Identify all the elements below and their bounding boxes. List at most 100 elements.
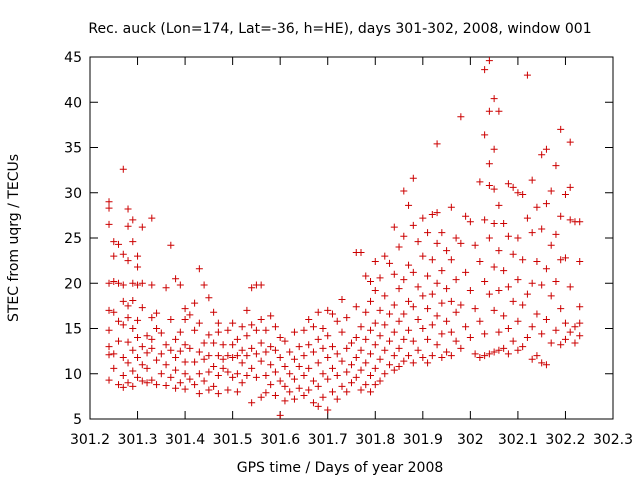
data-point bbox=[547, 187, 555, 195]
data-point bbox=[457, 301, 465, 309]
data-point bbox=[367, 372, 375, 380]
data-point bbox=[110, 364, 118, 372]
data-point bbox=[390, 223, 398, 231]
data-point bbox=[205, 386, 213, 394]
y-axis-label: STEC from uqrg / TECUs bbox=[6, 154, 22, 322]
data-point bbox=[476, 317, 484, 325]
data-point bbox=[110, 308, 118, 316]
data-point bbox=[200, 281, 208, 289]
data-point bbox=[348, 339, 355, 347]
data-point bbox=[552, 230, 560, 238]
data-point bbox=[115, 317, 123, 325]
data-point bbox=[319, 370, 327, 378]
data-point bbox=[181, 305, 189, 313]
data-point bbox=[124, 314, 132, 322]
data-point bbox=[561, 191, 569, 199]
data-point bbox=[262, 389, 270, 397]
data-point bbox=[424, 359, 432, 367]
data-point bbox=[566, 138, 574, 146]
data-point bbox=[490, 348, 498, 356]
data-point bbox=[115, 337, 123, 345]
data-point bbox=[305, 341, 313, 349]
data-point bbox=[276, 353, 284, 361]
data-point bbox=[119, 165, 127, 173]
data-point bbox=[376, 355, 384, 363]
data-point bbox=[229, 373, 237, 381]
data-point bbox=[481, 277, 489, 285]
data-point bbox=[205, 331, 213, 339]
data-point bbox=[533, 310, 541, 318]
data-point bbox=[138, 361, 146, 369]
data-point bbox=[324, 353, 332, 361]
data-point bbox=[405, 352, 413, 360]
data-point bbox=[181, 358, 189, 366]
data-point bbox=[243, 352, 251, 360]
data-point bbox=[538, 281, 546, 289]
data-point bbox=[281, 337, 289, 345]
data-point bbox=[504, 350, 512, 358]
data-point bbox=[386, 259, 394, 267]
data-point bbox=[338, 357, 346, 365]
data-point bbox=[271, 391, 279, 399]
data-point bbox=[433, 209, 441, 217]
data-point bbox=[319, 325, 327, 332]
data-point bbox=[504, 283, 512, 291]
y-tick-label: 45 bbox=[64, 50, 82, 66]
data-point bbox=[447, 328, 455, 336]
data-point bbox=[267, 312, 275, 320]
data-point bbox=[115, 240, 123, 248]
data-point bbox=[443, 317, 451, 325]
data-point bbox=[557, 256, 565, 264]
data-point bbox=[138, 304, 146, 312]
data-point bbox=[362, 381, 370, 389]
data-point bbox=[381, 292, 389, 300]
data-point bbox=[124, 222, 132, 230]
data-point bbox=[367, 350, 375, 358]
data-point bbox=[419, 353, 427, 361]
data-point bbox=[233, 370, 241, 378]
data-point bbox=[528, 323, 536, 331]
data-point bbox=[528, 229, 536, 237]
data-point bbox=[110, 350, 118, 358]
data-point bbox=[105, 204, 113, 212]
y-tick-labels: 5 10 15 20 25 30 35 40 45 bbox=[64, 50, 82, 428]
data-point bbox=[519, 301, 527, 309]
data-point bbox=[495, 201, 503, 209]
data-point bbox=[105, 220, 113, 228]
chart-title: Rec. auck (Lon=174, Lat=-36, h=HE), days… bbox=[88, 21, 591, 37]
data-point bbox=[105, 351, 113, 359]
data-point bbox=[371, 341, 379, 349]
data-point bbox=[438, 299, 446, 307]
data-point bbox=[557, 341, 565, 349]
data-point bbox=[371, 258, 379, 266]
data-point bbox=[129, 216, 137, 224]
data-point bbox=[428, 321, 436, 329]
data-point bbox=[447, 256, 455, 264]
data-point bbox=[324, 306, 332, 314]
data-point bbox=[490, 95, 498, 103]
data-point bbox=[471, 241, 479, 249]
data-point bbox=[419, 252, 427, 260]
data-point bbox=[566, 283, 574, 291]
data-point bbox=[443, 285, 451, 293]
data-points bbox=[105, 57, 584, 419]
data-point bbox=[305, 364, 313, 372]
data-point bbox=[405, 326, 413, 334]
data-point bbox=[314, 382, 322, 390]
data-point bbox=[452, 234, 460, 242]
data-point bbox=[561, 319, 569, 327]
data-point bbox=[367, 326, 375, 334]
data-point bbox=[129, 346, 137, 354]
data-point bbox=[547, 339, 555, 347]
data-point bbox=[214, 390, 222, 398]
data-point bbox=[471, 305, 479, 313]
data-point bbox=[271, 346, 279, 354]
data-point bbox=[328, 310, 336, 318]
data-point bbox=[124, 379, 132, 387]
data-point bbox=[186, 375, 194, 383]
data-point bbox=[267, 381, 275, 389]
data-point bbox=[115, 279, 123, 287]
data-point bbox=[324, 406, 332, 414]
data-point bbox=[257, 315, 265, 323]
data-point bbox=[414, 238, 422, 246]
